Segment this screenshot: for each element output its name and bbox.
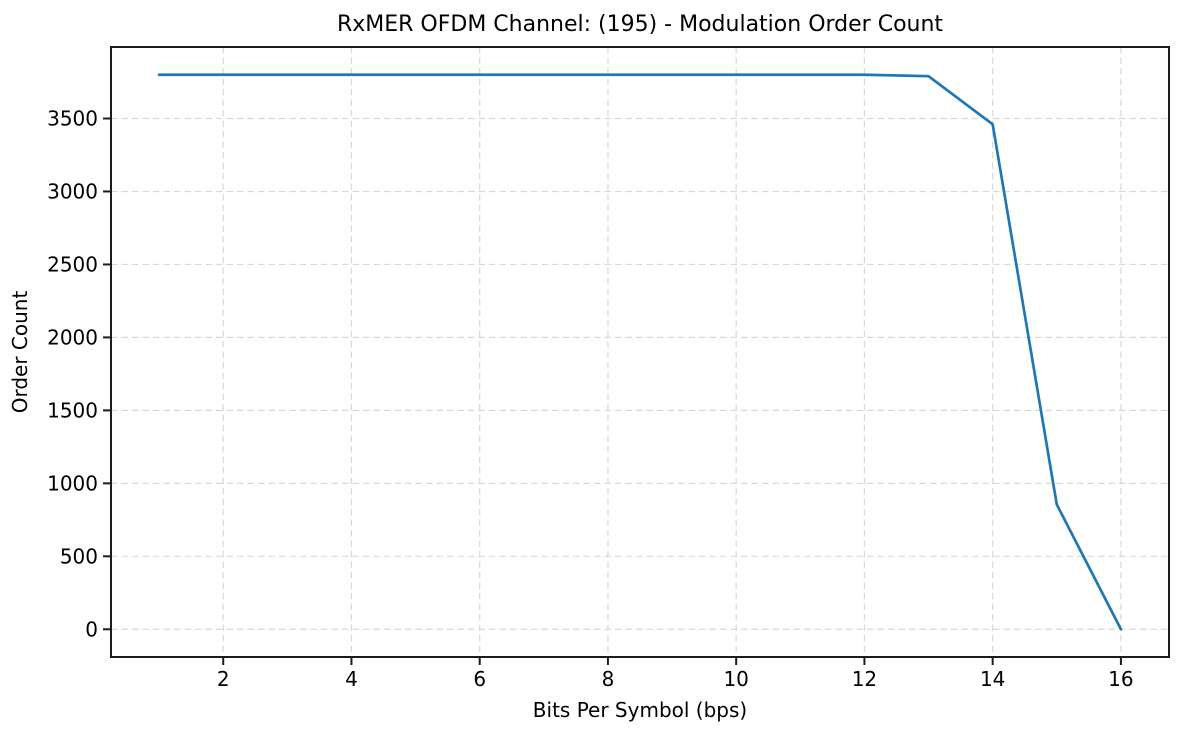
- x-tick-label: 8: [602, 667, 615, 691]
- x-tick-label: 2: [217, 667, 230, 691]
- axis-tick-marks: [103, 117, 1122, 665]
- y-tick-label: 3000: [47, 179, 98, 203]
- y-tick-label: 2000: [47, 325, 98, 349]
- y-tick-label: 0: [85, 617, 98, 641]
- x-tick-label: 4: [345, 667, 358, 691]
- x-tick-label: 6: [473, 667, 486, 691]
- x-tick-label: 10: [723, 667, 748, 691]
- x-tick-label: 12: [852, 667, 877, 691]
- y-tick-label: 2500: [47, 252, 98, 276]
- x-tick-labels: 2 4 6 8 10 12 14 16: [217, 667, 1134, 691]
- y-axis-label: Order Count: [8, 291, 32, 414]
- x-axis-label: Bits Per Symbol (bps): [533, 698, 747, 722]
- y-tick-label: 3500: [47, 107, 98, 131]
- chart-title: RxMER OFDM Channel: (195) - Modulation O…: [337, 12, 943, 37]
- y-tick-label: 1000: [47, 471, 98, 495]
- y-tick-labels: 0 500 1000 1500 2000 2500 3000 3500: [47, 107, 98, 642]
- y-tick-label: 500: [60, 544, 98, 568]
- grid-lines: [111, 47, 1169, 657]
- y-tick-label: 1500: [47, 398, 98, 422]
- x-tick-label: 16: [1108, 667, 1133, 691]
- data-series-line: [157, 73, 1123, 631]
- x-tick-label: 14: [980, 667, 1005, 691]
- plot-border: [110, 46, 1170, 658]
